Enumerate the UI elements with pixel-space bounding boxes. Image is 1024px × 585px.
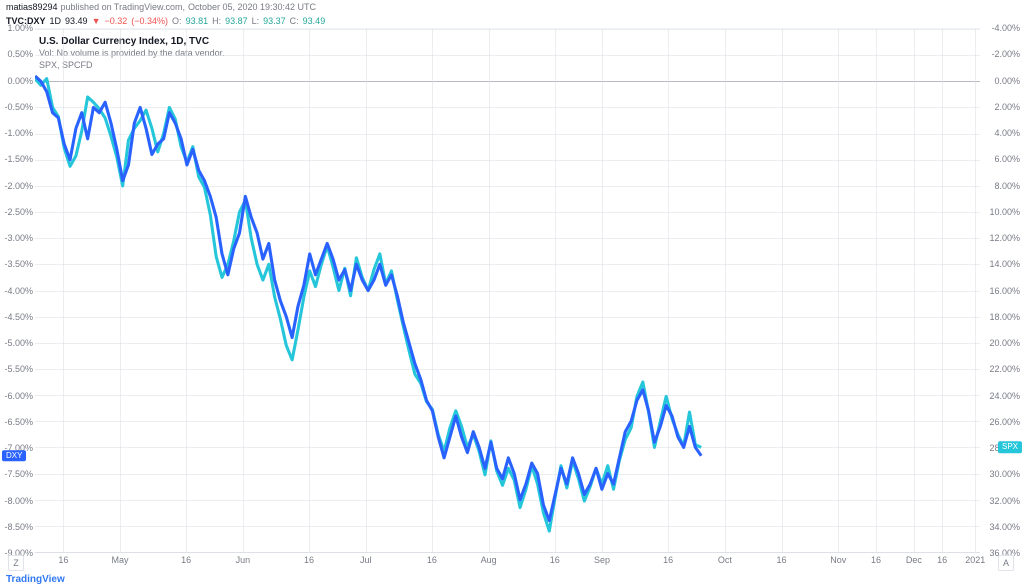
x-label: Jun — [236, 555, 251, 565]
last-price: 93.49 — [65, 16, 88, 26]
y-right-label: 26.00% — [989, 417, 1020, 427]
y-right-label: 14.00% — [989, 259, 1020, 269]
y-left-label: -2.00% — [4, 181, 33, 191]
y-right-label: 10.00% — [989, 207, 1020, 217]
x-label: Aug — [481, 555, 497, 565]
y-right-label: 24.00% — [989, 391, 1020, 401]
y-right-label: 30.00% — [989, 469, 1020, 479]
x-label: 16 — [58, 555, 68, 565]
author: matias89294 — [6, 2, 58, 12]
y-left-label: -1.00% — [4, 128, 33, 138]
y-left-label: -3.00% — [4, 233, 33, 243]
x-label: Jul — [360, 555, 372, 565]
x-label: 2021 — [965, 555, 985, 565]
publish-info: matias89294 published on TradingView.com… — [0, 0, 1024, 14]
y-left-label: 0.50% — [7, 49, 33, 59]
cloud-icon: TradingView — [6, 574, 65, 585]
c-label: C: — [290, 16, 299, 26]
y-left-label: -1.50% — [4, 154, 33, 164]
y-left-label: -3.50% — [4, 259, 33, 269]
x-label: 16 — [181, 555, 191, 565]
right-y-axis[interactable]: -4.00%-2.00%0.00%2.00%4.00%6.00%8.00%10.… — [980, 28, 1024, 553]
y-right-label: -2.00% — [991, 49, 1020, 59]
l-label: L: — [252, 16, 260, 26]
y-left-label: -6.50% — [4, 417, 33, 427]
c-val: 93.49 — [303, 16, 326, 26]
y-left-label: -0.50% — [4, 102, 33, 112]
x-label: Sep — [594, 555, 610, 565]
x-label: 16 — [663, 555, 673, 565]
y-left-label: -4.50% — [4, 312, 33, 322]
y-right-label: 2.00% — [994, 102, 1020, 112]
x-label: 16 — [550, 555, 560, 565]
y-right-label: 6.00% — [994, 154, 1020, 164]
o-label: O: — [172, 16, 182, 26]
y-left-label: 0.00% — [7, 76, 33, 86]
h-val: 93.87 — [225, 16, 248, 26]
x-label: 16 — [304, 555, 314, 565]
x-label: Nov — [830, 555, 846, 565]
y-left-label: -6.00% — [4, 391, 33, 401]
o-val: 93.81 — [186, 16, 209, 26]
y-right-label: 18.00% — [989, 312, 1020, 322]
chart-area[interactable]: 1.00%0.50%0.00%-0.50%-1.00%-1.50%-2.00%-… — [0, 28, 1024, 571]
y-left-label: 1.00% — [7, 23, 33, 33]
y-right-label: 16.00% — [989, 286, 1020, 296]
published-on: published on TradingView.com, — [61, 2, 185, 12]
y-right-label: 0.00% — [994, 76, 1020, 86]
l-val: 93.37 — [263, 16, 286, 26]
x-label: Dec — [906, 555, 922, 565]
y-right-label: 12.00% — [989, 233, 1020, 243]
y-left-label: -5.00% — [4, 338, 33, 348]
y-left-label: -8.00% — [4, 496, 33, 506]
logo-text: TradingView — [6, 574, 65, 585]
y-left-label: -7.50% — [4, 469, 33, 479]
publish-date: October 05, 2020 19:30:42 UTC — [188, 2, 316, 12]
y-left-label: -2.50% — [4, 207, 33, 217]
y-right-label: 20.00% — [989, 338, 1020, 348]
x-label: 16 — [937, 555, 947, 565]
plot-area[interactable]: U.S. Dollar Currency Index, 1D, TVC Vol:… — [35, 28, 980, 553]
interval: 1D — [50, 16, 62, 26]
x-label: Oct — [718, 555, 732, 565]
y-right-label: 22.00% — [989, 364, 1020, 374]
ticker-bar: TVC:DXY 1D 93.49 ▼ −0.32 (−0.34%) O:93.8… — [0, 14, 1024, 28]
h-label: H: — [212, 16, 221, 26]
x-label: 16 — [871, 555, 881, 565]
x-label: May — [112, 555, 129, 565]
tradingview-logo[interactable]: TradingView — [6, 574, 65, 585]
arrow-down-icon: ▼ — [92, 16, 101, 26]
y-right-label: 8.00% — [994, 181, 1020, 191]
dxy-price-tag: DXY — [2, 450, 26, 462]
spx-price-tag: SPX — [998, 442, 1022, 454]
y-right-label: 32.00% — [989, 496, 1020, 506]
y-left-label: -8.50% — [4, 522, 33, 532]
zoom-button[interactable]: Z — [8, 555, 24, 571]
change-pct: (−0.34%) — [131, 16, 168, 26]
auto-button[interactable]: A — [998, 555, 1014, 571]
y-left-label: -5.50% — [4, 364, 33, 374]
x-label: 16 — [777, 555, 787, 565]
y-left-label: -4.00% — [4, 286, 33, 296]
left-y-axis[interactable]: 1.00%0.50%0.00%-0.50%-1.00%-1.50%-2.00%-… — [0, 28, 35, 553]
x-axis[interactable]: 16 May 16 Jun 16 Jul 16 Aug 16 Sep 16 Oct 16 Nov 16 Dec… — [35, 553, 980, 571]
y-right-label: 4.00% — [994, 128, 1020, 138]
x-label: 16 — [427, 555, 437, 565]
change: −0.32 — [104, 16, 127, 26]
y-right-label: 34.00% — [989, 522, 1020, 532]
y-right-label: -4.00% — [991, 23, 1020, 33]
